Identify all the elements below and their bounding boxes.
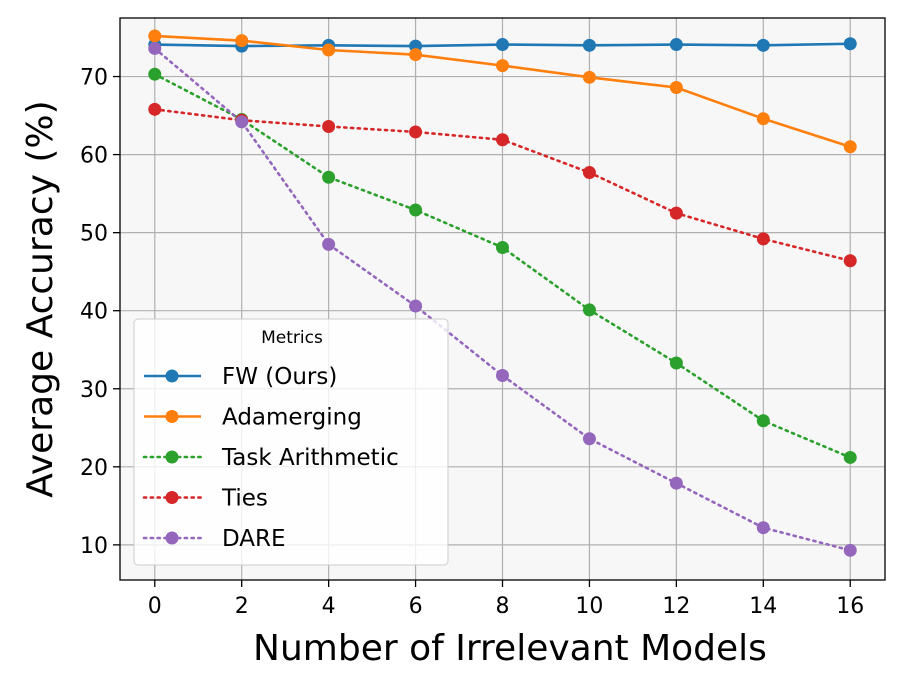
x-tick-label: 14: [749, 594, 777, 619]
x-tick-label: 10: [575, 594, 603, 619]
y-tick-label: 60: [80, 144, 108, 169]
data-point-fw-ours: [669, 38, 683, 52]
data-point-dare: [496, 368, 509, 382]
data-point-ties: [843, 254, 857, 268]
y-tick-label: 50: [80, 222, 108, 247]
x-tick-label: 2: [235, 594, 249, 619]
x-tick-label: 16: [836, 594, 864, 619]
data-point-dare: [582, 432, 596, 446]
x-tick-label: 6: [409, 594, 423, 619]
grid-lines: [120, 18, 885, 580]
data-point-dare: [669, 476, 683, 490]
legend-entry-task-arithmetic: Task Arithmetic: [142, 445, 399, 471]
data-point-dare: [235, 115, 249, 129]
data-point-adamerging: [756, 112, 770, 126]
data-point-task-arithmetic: [496, 240, 509, 254]
legend-label: Task Arithmetic: [221, 445, 399, 471]
y-axis-label: Average Accuracy (%): [20, 100, 61, 497]
legend-marker-swatch: [165, 531, 179, 545]
legend-entry-ties: Ties: [142, 486, 268, 512]
x-tick-label: 4: [322, 594, 336, 619]
data-point-ties: [496, 133, 509, 147]
y-tick-label: 20: [80, 456, 108, 481]
series-adamerging: [148, 29, 857, 154]
legend-label: Adamerging: [222, 405, 362, 431]
series-lines: [148, 29, 857, 557]
data-point-dare: [409, 299, 423, 313]
data-point-adamerging: [235, 34, 249, 48]
data-point-adamerging: [148, 29, 162, 43]
legend-marker-swatch: [165, 369, 179, 383]
data-point-task-arithmetic: [669, 356, 683, 370]
y-tick-label: 40: [80, 300, 108, 325]
x-tick-label: 0: [148, 594, 162, 619]
legend-label: Ties: [221, 486, 268, 512]
series-task-arithmetic: [148, 67, 857, 464]
data-point-adamerging: [669, 80, 683, 94]
y-tick-label: 30: [80, 378, 108, 403]
data-point-ties: [756, 232, 770, 246]
data-point-dare: [148, 41, 162, 55]
legend-entry-fw-ours: FW (Ours): [144, 364, 337, 390]
data-point-task-arithmetic: [582, 303, 596, 317]
data-point-ties: [148, 102, 162, 116]
axis-ticks: 0 2 4 6 8 10 12 14 16 10 20 30 40 50 60 70: [80, 66, 864, 619]
legend-marker-swatch: [165, 450, 179, 464]
series-dare: [148, 41, 857, 557]
data-point-ties: [322, 119, 336, 133]
data-point-ties: [582, 166, 596, 180]
data-point-task-arithmetic: [409, 203, 423, 217]
x-tick-label: 8: [496, 594, 510, 619]
data-point-task-arithmetic: [148, 67, 162, 81]
data-point-ties: [409, 125, 423, 139]
legend-entry-dare: DARE: [142, 526, 286, 552]
legend-entry-adamerging: Adamerging: [144, 405, 362, 431]
legend-label: FW (Ours): [222, 364, 337, 390]
data-point-adamerging: [582, 70, 596, 84]
data-point-adamerging: [843, 140, 857, 154]
data-point-fw-ours: [756, 38, 770, 52]
legend-box: [133, 318, 449, 566]
legend-entries: FW (Ours) Adamerging Task Arithmetic Ties DA…: [142, 364, 399, 552]
data-point-ties: [669, 206, 683, 220]
data-point-dare: [843, 543, 857, 557]
data-point-adamerging: [322, 43, 336, 57]
data-point-task-arithmetic: [322, 170, 336, 184]
x-axis-label: Number of Irrelevant Models: [253, 628, 767, 669]
data-point-fw-ours: [582, 38, 596, 52]
legend-title: Metrics: [261, 328, 323, 348]
legend-label: DARE: [222, 526, 286, 552]
data-point-dare: [756, 521, 770, 535]
y-tick-label: 70: [80, 66, 108, 91]
x-tick-label: 12: [662, 594, 690, 619]
legend-marker-swatch: [165, 491, 179, 504]
data-point-dare: [322, 237, 336, 251]
y-tick-label: 10: [80, 534, 108, 559]
data-point-task-arithmetic: [843, 450, 857, 464]
data-point-fw-ours: [496, 38, 509, 52]
legend-marker-swatch: [165, 410, 179, 423]
legend: Metrics FW (Ours) Adamerging Task Arithmet…: [133, 318, 449, 566]
data-point-adamerging: [496, 59, 509, 73]
data-point-adamerging: [409, 48, 423, 62]
data-point-task-arithmetic: [756, 414, 770, 428]
data-point-fw-ours: [843, 37, 857, 51]
